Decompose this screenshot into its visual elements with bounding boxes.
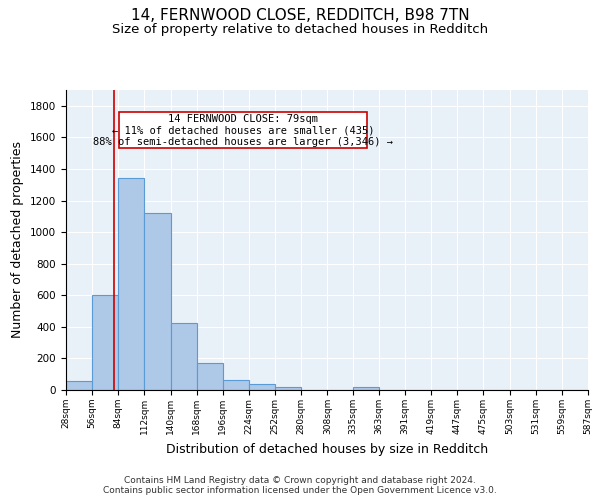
Y-axis label: Number of detached properties: Number of detached properties — [11, 142, 25, 338]
Text: 14 FERNWOOD CLOSE: 79sqm
← 11% of detached houses are smaller (435)
88% of semi-: 14 FERNWOOD CLOSE: 79sqm ← 11% of detach… — [93, 114, 393, 147]
Bar — [170, 323, 197, 390]
Bar — [145, 213, 170, 390]
FancyBboxPatch shape — [119, 112, 367, 148]
Bar — [249, 384, 275, 390]
Bar — [118, 178, 145, 390]
Bar — [353, 387, 379, 390]
Bar — [275, 387, 301, 390]
Text: 14, FERNWOOD CLOSE, REDDITCH, B98 7TN: 14, FERNWOOD CLOSE, REDDITCH, B98 7TN — [131, 8, 469, 22]
Bar — [223, 380, 249, 390]
Text: Contains HM Land Registry data © Crown copyright and database right 2024.
Contai: Contains HM Land Registry data © Crown c… — [103, 476, 497, 495]
Bar — [197, 363, 223, 390]
Bar — [66, 380, 92, 390]
Text: Distribution of detached houses by size in Redditch: Distribution of detached houses by size … — [166, 442, 488, 456]
Bar — [92, 296, 118, 390]
Text: Size of property relative to detached houses in Redditch: Size of property relative to detached ho… — [112, 22, 488, 36]
